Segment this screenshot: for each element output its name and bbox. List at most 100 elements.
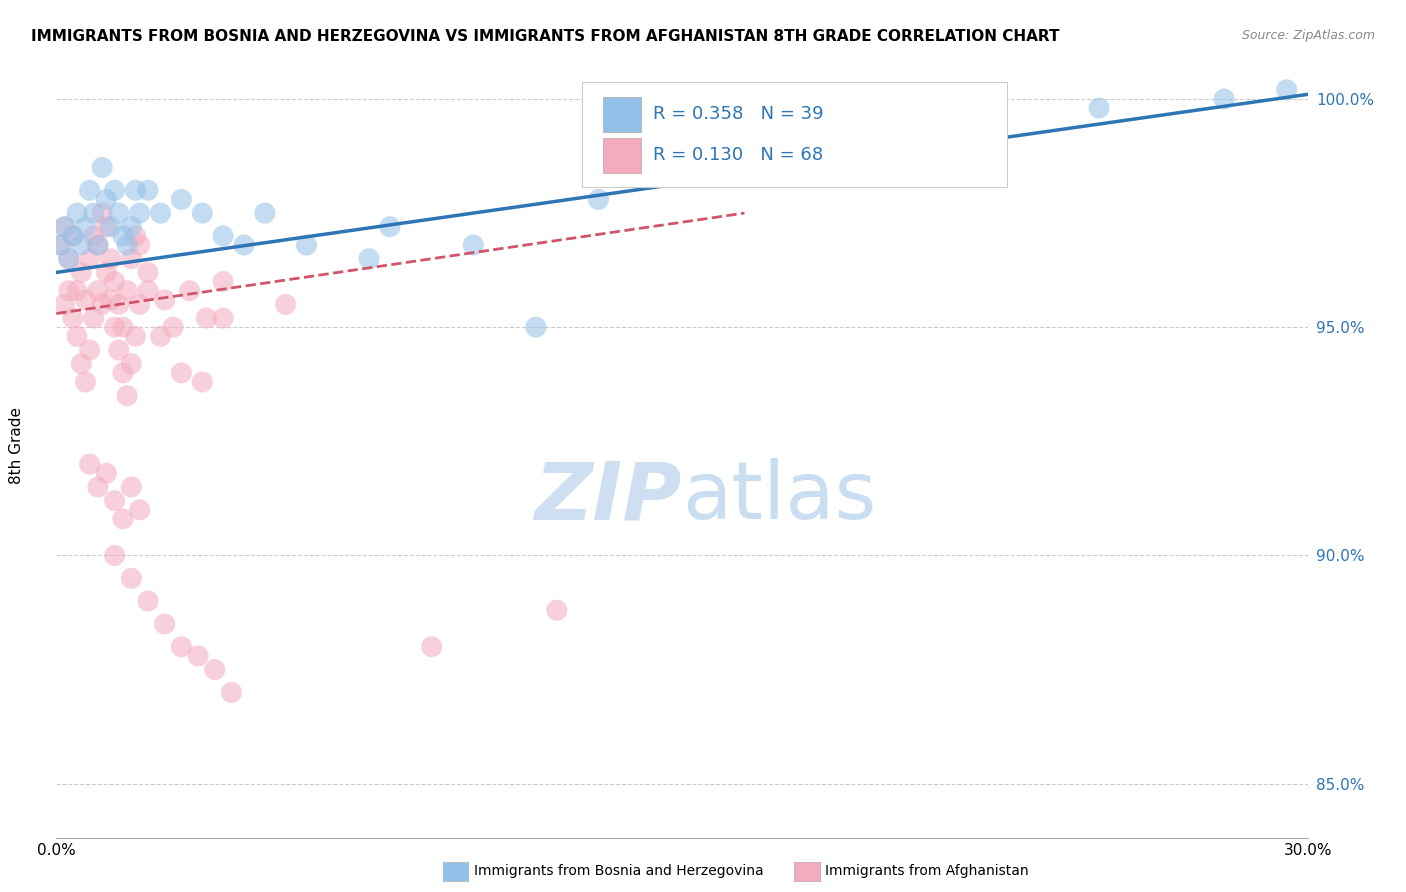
Point xyxy=(120,252,142,266)
Point xyxy=(149,329,172,343)
Point xyxy=(420,640,443,654)
Point xyxy=(524,320,547,334)
Point xyxy=(75,219,97,234)
Point xyxy=(588,193,610,207)
Text: R = 0.130   N = 68: R = 0.130 N = 68 xyxy=(654,145,824,164)
Point xyxy=(58,252,80,266)
Point xyxy=(191,375,214,389)
Point xyxy=(104,320,127,334)
Point xyxy=(115,284,138,298)
Point xyxy=(83,311,105,326)
Point xyxy=(136,284,159,298)
Point xyxy=(195,311,218,326)
Point xyxy=(96,219,118,234)
Point xyxy=(170,193,193,207)
Point xyxy=(124,329,146,343)
Point xyxy=(111,512,134,526)
Point xyxy=(253,206,276,220)
Point xyxy=(221,685,243,699)
Point xyxy=(96,193,118,207)
Point xyxy=(62,311,84,326)
Point xyxy=(204,663,226,677)
FancyBboxPatch shape xyxy=(582,82,1007,186)
Point xyxy=(108,343,131,357)
Point xyxy=(75,375,97,389)
Point xyxy=(104,275,127,289)
Point xyxy=(378,219,401,234)
Point xyxy=(91,161,114,175)
Point xyxy=(53,219,76,234)
Text: IMMIGRANTS FROM BOSNIA AND HERZEGOVINA VS IMMIGRANTS FROM AFGHANISTAN 8TH GRADE : IMMIGRANTS FROM BOSNIA AND HERZEGOVINA V… xyxy=(31,29,1060,44)
Point xyxy=(212,275,235,289)
Text: R = 0.358   N = 39: R = 0.358 N = 39 xyxy=(654,105,824,123)
Point xyxy=(104,183,127,197)
Point xyxy=(1275,83,1298,97)
Point xyxy=(179,284,201,298)
Point xyxy=(170,640,193,654)
Point xyxy=(212,311,235,326)
Point xyxy=(83,228,105,243)
Point xyxy=(120,357,142,371)
Point xyxy=(153,293,176,307)
Point xyxy=(58,252,80,266)
Point xyxy=(124,228,146,243)
Point xyxy=(87,284,110,298)
Point xyxy=(91,297,114,311)
Point xyxy=(70,357,93,371)
Point xyxy=(212,228,235,243)
Point xyxy=(66,329,89,343)
Point xyxy=(136,265,159,279)
Point xyxy=(87,238,110,252)
Point xyxy=(120,571,142,585)
Point xyxy=(79,343,101,357)
Point xyxy=(87,238,110,252)
Point xyxy=(115,389,138,403)
Point xyxy=(963,115,986,129)
Text: atlas: atlas xyxy=(682,458,876,536)
Point xyxy=(120,480,142,494)
Point xyxy=(79,252,101,266)
Point xyxy=(66,284,89,298)
Point xyxy=(104,549,127,563)
Point xyxy=(191,206,214,220)
Point xyxy=(100,293,122,307)
Point xyxy=(62,228,84,243)
Point xyxy=(104,493,127,508)
Point xyxy=(108,206,131,220)
Point xyxy=(136,183,159,197)
Point xyxy=(79,457,101,471)
Point xyxy=(100,219,122,234)
Point xyxy=(49,238,72,252)
Point xyxy=(58,284,80,298)
Point xyxy=(1213,92,1236,106)
Point xyxy=(128,297,150,311)
Point xyxy=(49,238,72,252)
Text: Immigrants from Bosnia and Herzegovina: Immigrants from Bosnia and Herzegovina xyxy=(474,864,763,879)
Text: Immigrants from Afghanistan: Immigrants from Afghanistan xyxy=(825,864,1029,879)
Point xyxy=(53,297,76,311)
Point xyxy=(170,366,193,380)
Point xyxy=(463,238,485,252)
Point xyxy=(111,320,134,334)
Point xyxy=(100,252,122,266)
Point xyxy=(75,293,97,307)
Point xyxy=(108,297,131,311)
Text: ZIP: ZIP xyxy=(534,458,682,536)
Point xyxy=(162,320,184,334)
Point xyxy=(53,219,76,234)
Point xyxy=(115,238,138,252)
Point xyxy=(153,616,176,631)
FancyBboxPatch shape xyxy=(603,97,641,132)
Point xyxy=(1088,101,1111,115)
Point xyxy=(62,228,84,243)
Point xyxy=(91,206,114,220)
Point xyxy=(136,594,159,608)
Point xyxy=(70,238,93,252)
Point xyxy=(128,238,150,252)
Point xyxy=(713,161,735,175)
Point xyxy=(111,366,134,380)
Point xyxy=(295,238,318,252)
Point xyxy=(70,265,93,279)
Text: 8th Grade: 8th Grade xyxy=(10,408,24,484)
Point xyxy=(128,503,150,517)
